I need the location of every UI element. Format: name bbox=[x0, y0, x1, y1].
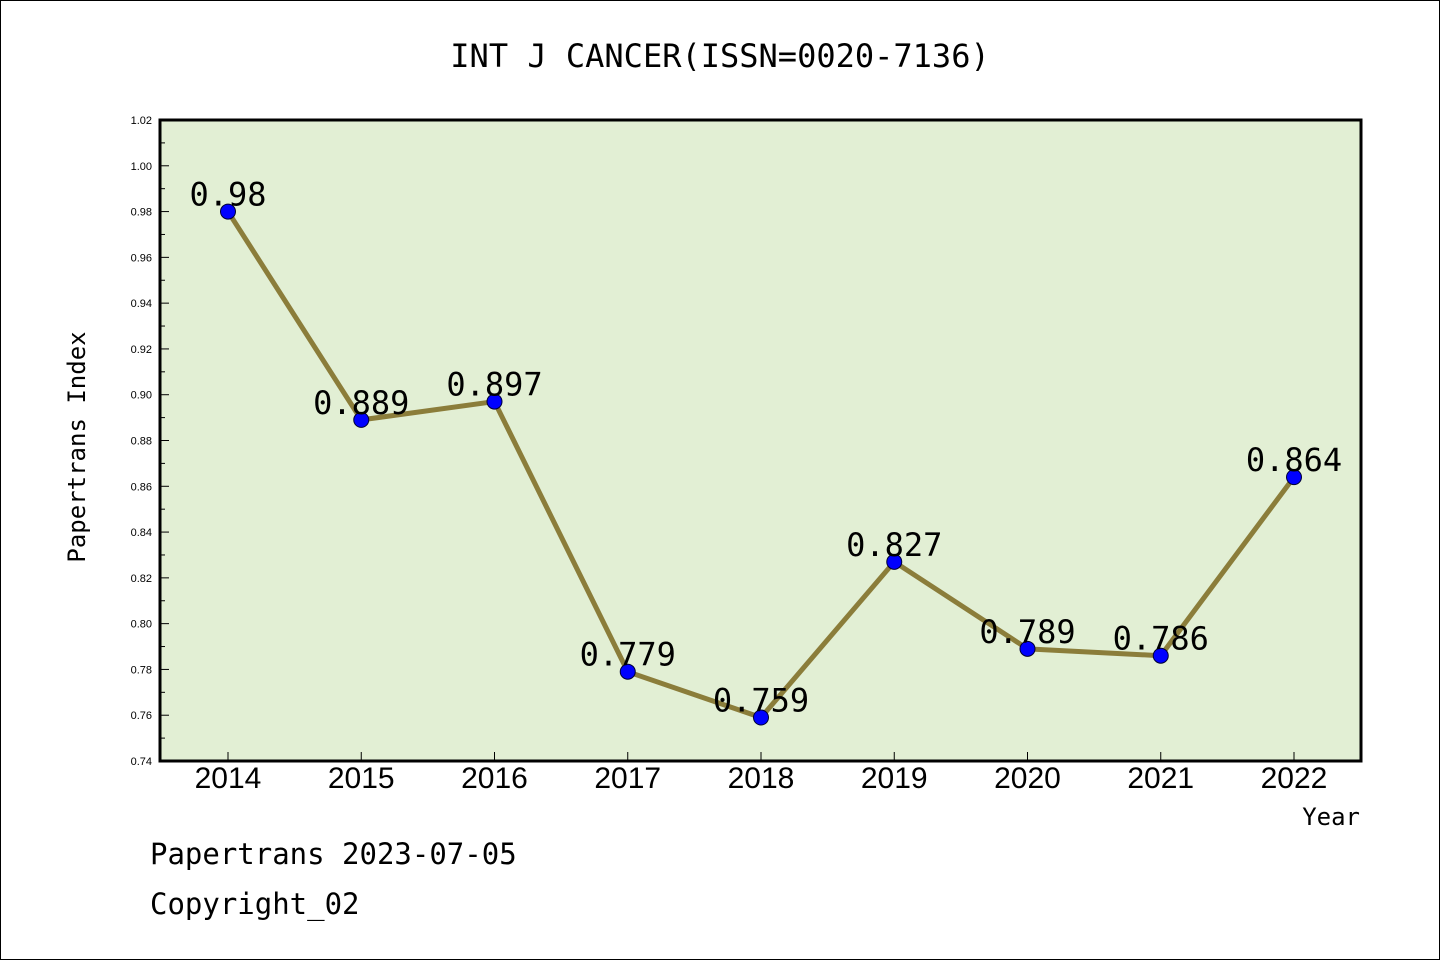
data-point bbox=[1019, 640, 1036, 657]
y-tick-label: 0.94 bbox=[131, 298, 152, 310]
y-tick-label: 0.74 bbox=[131, 756, 152, 768]
x-tick-label: 2015 bbox=[328, 762, 395, 795]
data-label: 0.897 bbox=[446, 366, 542, 404]
y-axis-label: Papertrans Index bbox=[63, 331, 91, 562]
y-tick-label: 0.90 bbox=[131, 390, 152, 402]
data-point bbox=[753, 709, 769, 726]
data-label: 0.98 bbox=[189, 176, 266, 214]
chart-title: INT J CANCER(ISSN=0020-7136) bbox=[450, 37, 989, 75]
x-tick-label: 2018 bbox=[728, 762, 795, 795]
y-tick-label: 0.84 bbox=[131, 527, 152, 539]
series-papertrans-index bbox=[220, 203, 1302, 726]
y-axis: 0.74 0.76 0.78 0.80 0.82 0.84 0.86 0.88 0.90 0.92… bbox=[131, 115, 169, 768]
data-label: 0.789 bbox=[979, 613, 1075, 651]
data-point bbox=[886, 553, 903, 570]
data-label: 0.779 bbox=[580, 636, 676, 674]
data-point bbox=[220, 203, 236, 220]
y-tick-label: 0.88 bbox=[131, 436, 152, 448]
y-tick-label: 0.96 bbox=[131, 252, 152, 264]
x-tick-label: 2017 bbox=[594, 762, 661, 795]
y-tick-label: 0.86 bbox=[131, 481, 152, 493]
x-tick-label: 2021 bbox=[1127, 762, 1194, 795]
plot-area bbox=[158, 118, 1363, 763]
data-point bbox=[1152, 647, 1169, 664]
x-tick-label: 2020 bbox=[994, 762, 1061, 795]
x-axis-label: Year bbox=[1302, 803, 1360, 831]
data-point bbox=[353, 411, 370, 428]
data-point bbox=[619, 663, 636, 680]
y-tick-label: 1.02 bbox=[131, 115, 152, 127]
footer-copyright: Copyright_02 bbox=[150, 887, 360, 922]
x-tick-label: 2014 bbox=[195, 762, 262, 795]
footer-date: Papertrans 2023-07-05 bbox=[150, 837, 517, 871]
data-label: 0.786 bbox=[1113, 620, 1209, 658]
y-tick-label: 0.78 bbox=[131, 664, 152, 676]
data-labels: 0.98 0.889 0.897 0.779 0.759 0.827 0.789 0.786 0… bbox=[189, 176, 1342, 720]
data-point bbox=[486, 393, 503, 410]
x-axis: 2014 2015 2016 2017 2018 2019 2020 2021 2022 bbox=[195, 752, 1328, 795]
y-tick-label: 0.92 bbox=[131, 344, 152, 356]
y-tick-label: 0.82 bbox=[131, 573, 152, 585]
y-tick-label: 0.80 bbox=[131, 619, 152, 631]
y-tick-label: 0.98 bbox=[131, 207, 152, 219]
x-tick-label: 2016 bbox=[461, 762, 528, 795]
data-label: 0.827 bbox=[846, 526, 942, 564]
y-tick-label: 0.76 bbox=[131, 710, 152, 722]
data-label: 0.759 bbox=[713, 682, 809, 720]
data-label: 0.889 bbox=[313, 384, 409, 422]
y-tick-label: 1.00 bbox=[131, 161, 152, 173]
x-tick-label: 2022 bbox=[1261, 762, 1328, 795]
data-label: 0.864 bbox=[1246, 441, 1342, 479]
data-point bbox=[1286, 469, 1302, 486]
x-tick-label: 2019 bbox=[861, 762, 928, 795]
